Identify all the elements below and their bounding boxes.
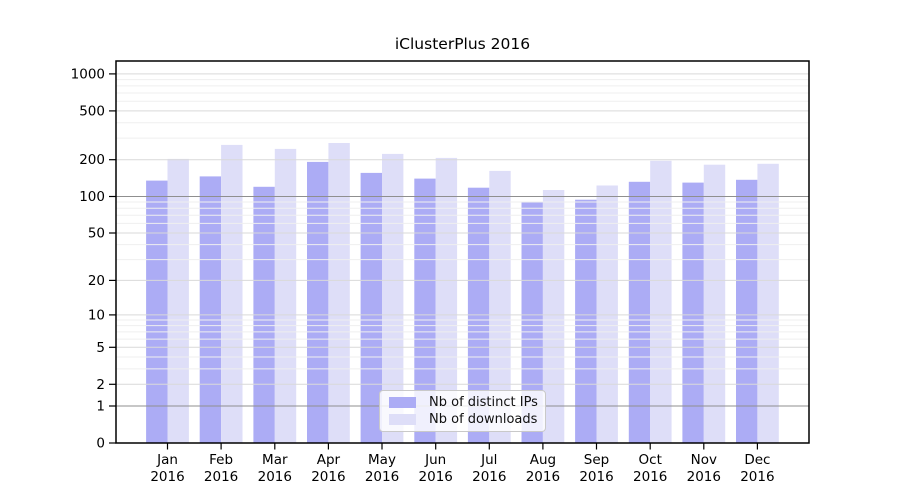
y-tick-label-50: 50: [88, 226, 105, 242]
x-tick-label-may: May: [368, 452, 396, 468]
legend-label-distinct-ips: Nb of distinct IPs: [429, 395, 538, 410]
bar-dec-distinct-ips: [736, 179, 758, 444]
chart-title: iClusterPlus 2016: [394, 35, 531, 53]
x-tick-year-sep: 2016: [579, 469, 613, 485]
y-tick-label-200: 200: [79, 152, 105, 168]
x-tick-year-dec: 2016: [740, 469, 774, 485]
x-tick-year-apr: 2016: [311, 469, 345, 485]
x-tick-year-aug: 2016: [526, 469, 560, 485]
legend-label-downloads: Nb of downloads: [429, 412, 538, 427]
x-tick-year-oct: 2016: [633, 469, 667, 485]
x-tick-label-jun: Jun: [424, 452, 446, 468]
bar-nov-downloads: [703, 164, 726, 443]
legend-item-distinct-ips: Nb of distinct IPs: [389, 396, 545, 409]
bar-sep-downloads: [596, 185, 618, 443]
legend-swatch-distinct-ips: [389, 397, 416, 408]
y-tick-label-1: 1: [96, 399, 105, 415]
bar-apr-downloads: [328, 143, 350, 443]
legend: Nb of distinct IPs Nb of downloads: [379, 390, 546, 432]
x-tick-label-feb: Feb: [209, 452, 233, 468]
bar-sep-distinct-ips: [575, 199, 597, 443]
bar-apr-distinct-ips: [307, 161, 329, 443]
y-tick-label-5: 5: [96, 340, 105, 356]
bar-jun-downloads: [435, 157, 458, 443]
bar-jan-downloads: [167, 158, 189, 443]
x-tick-label-nov: Nov: [691, 452, 717, 468]
x-tick-label-apr: Apr: [317, 452, 341, 468]
bar-feb-downloads: [221, 144, 243, 443]
bar-may-distinct-ips: [360, 172, 382, 443]
x-tick-label-aug: Aug: [530, 452, 556, 468]
legend-swatch-downloads: [389, 414, 416, 425]
x-tick-year-jun: 2016: [419, 469, 453, 485]
x-tick-label-sep: Sep: [584, 452, 609, 468]
x-tick-label-mar: Mar: [262, 452, 288, 468]
x-tick-year-jul: 2016: [472, 469, 506, 485]
bar-mar-downloads: [274, 148, 297, 443]
x-tick-year-jan: 2016: [150, 469, 184, 485]
bar-jan-distinct-ips: [146, 180, 168, 443]
bar-may-downloads: [382, 153, 404, 443]
x-tick-year-mar: 2016: [258, 469, 292, 485]
x-tick-year-feb: 2016: [204, 469, 238, 485]
x-tick-label-dec: Dec: [744, 452, 770, 468]
y-tick-label-20: 20: [88, 273, 105, 289]
bar-feb-distinct-ips: [199, 176, 222, 443]
bar-aug-downloads: [542, 190, 565, 443]
x-tick-year-nov: 2016: [687, 469, 721, 485]
y-tick-label-10: 10: [88, 307, 105, 323]
bar-jul-downloads: [489, 170, 511, 443]
y-tick-label-100: 100: [79, 189, 105, 205]
bar-aug-distinct-ips: [521, 202, 543, 443]
x-tick-label-jul: Jul: [480, 452, 497, 468]
x-tick-label-oct: Oct: [639, 452, 662, 468]
x-tick-year-may: 2016: [365, 469, 399, 485]
y-tick-label-0: 0: [96, 436, 105, 452]
y-tick-label-1000: 1000: [71, 66, 105, 82]
bar-dec-downloads: [757, 163, 779, 444]
legend-item-downloads: Nb of downloads: [389, 413, 545, 426]
plot-border: [115, 60, 810, 444]
y-tick-label-500: 500: [79, 103, 105, 119]
bar-oct-distinct-ips: [628, 181, 651, 444]
x-tick-label-jan: Jan: [156, 452, 178, 468]
bar-oct-downloads: [650, 160, 672, 444]
bar-nov-distinct-ips: [682, 182, 704, 443]
y-tick-label-2: 2: [96, 377, 105, 393]
